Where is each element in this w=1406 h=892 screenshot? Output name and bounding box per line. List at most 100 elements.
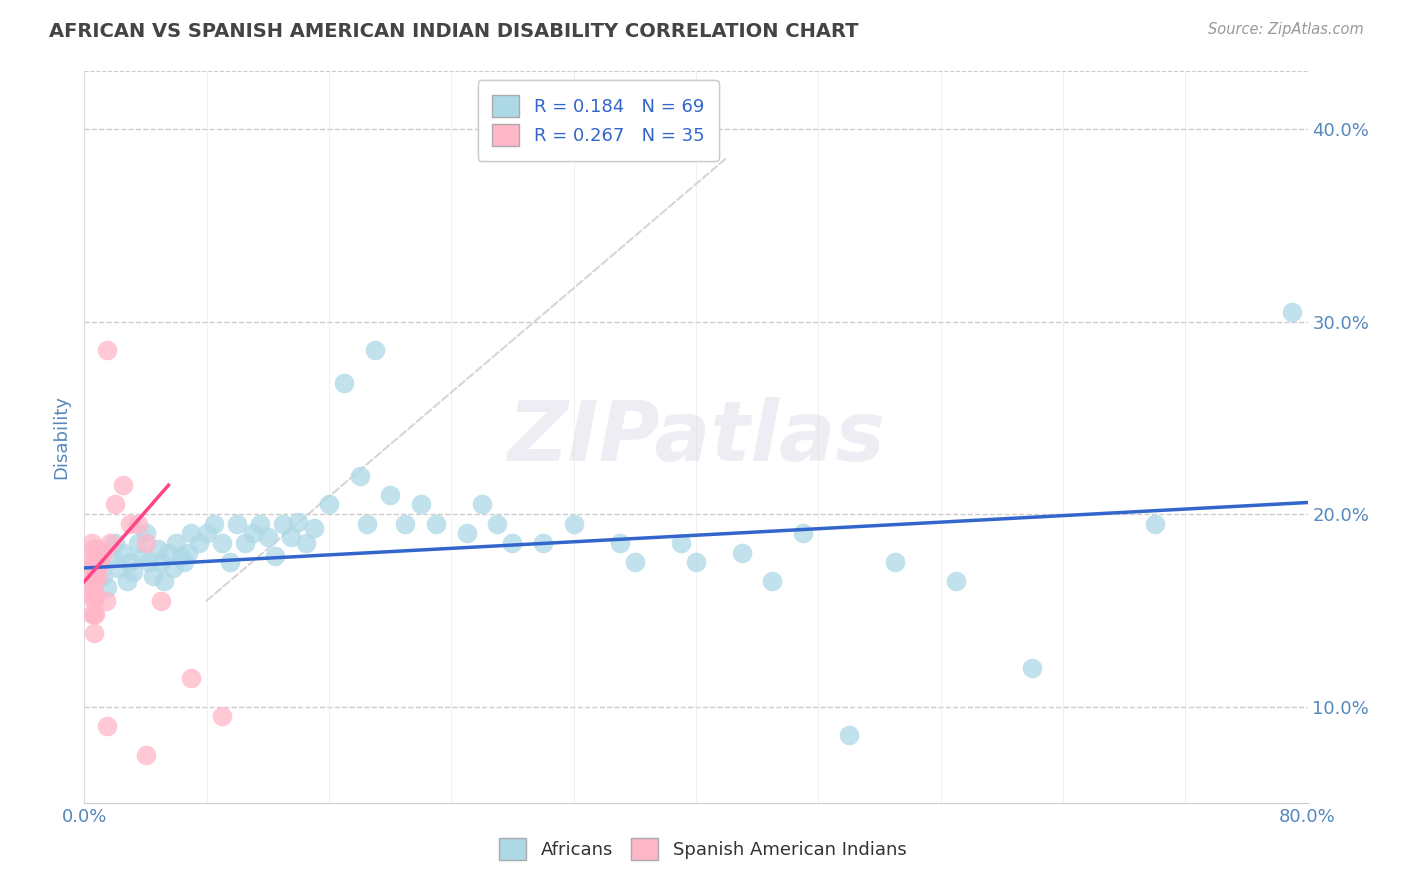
Point [624, 555, 647, 569]
Point [562, 516, 585, 531]
Point [380, 488, 402, 502]
Point [104, 536, 127, 550]
Text: ZIPatlas: ZIPatlas [508, 397, 884, 477]
Point [165, 536, 187, 550]
Point [83, 626, 105, 640]
Point [84, 568, 107, 582]
Point [84, 555, 107, 569]
Point [177, 545, 200, 559]
Point [80, 536, 103, 550]
Point [80, 588, 103, 602]
Point [249, 516, 271, 531]
Point [135, 747, 157, 762]
Point [349, 468, 371, 483]
Point [731, 545, 754, 559]
Point [180, 671, 202, 685]
Point [120, 516, 142, 531]
Point [89, 555, 111, 569]
Point [120, 555, 142, 569]
Point [195, 526, 218, 541]
Point [127, 516, 149, 531]
Point [127, 536, 149, 550]
Point [531, 536, 554, 550]
Y-axis label: Disability: Disability [52, 395, 70, 479]
Point [173, 555, 195, 569]
Point [226, 516, 249, 531]
Point [83, 541, 105, 556]
Point [86, 561, 108, 575]
Point [333, 376, 356, 391]
Point [502, 536, 524, 550]
Point [83, 593, 105, 607]
Point [162, 561, 184, 575]
Point [233, 536, 256, 550]
Point [202, 516, 225, 531]
Point [1281, 305, 1303, 319]
Point [180, 526, 202, 541]
Point [115, 574, 138, 589]
Point [1021, 661, 1043, 675]
Point [945, 574, 967, 589]
Point [83, 568, 105, 582]
Point [153, 574, 176, 589]
Point [80, 574, 103, 589]
Point [131, 549, 153, 564]
Legend: Africans, Spanish American Indians: Africans, Spanish American Indians [485, 823, 921, 874]
Point [761, 574, 783, 589]
Point [83, 580, 105, 594]
Point [101, 549, 124, 564]
Point [96, 343, 118, 358]
Point [271, 516, 294, 531]
Point [135, 536, 157, 550]
Point [122, 565, 145, 579]
Text: AFRICAN VS SPANISH AMERICAN INDIAN DISABILITY CORRELATION CHART: AFRICAN VS SPANISH AMERICAN INDIAN DISAB… [49, 22, 859, 41]
Point [287, 515, 309, 529]
Point [83, 555, 105, 569]
Point [264, 549, 287, 564]
Point [318, 498, 340, 512]
Point [883, 555, 905, 569]
Point [170, 549, 193, 564]
Point [609, 536, 631, 550]
Point [471, 498, 494, 512]
Point [685, 555, 707, 569]
Point [409, 498, 432, 512]
Point [94, 593, 117, 607]
Point [149, 593, 172, 607]
Point [83, 607, 105, 622]
Point [486, 516, 509, 531]
Point [111, 478, 134, 492]
Point [86, 541, 108, 556]
Point [96, 719, 118, 733]
Point [80, 549, 103, 564]
Point [280, 530, 302, 544]
Point [295, 536, 318, 550]
Point [98, 536, 121, 550]
Point [211, 536, 233, 550]
Point [111, 545, 134, 559]
Text: Source: ZipAtlas.com: Source: ZipAtlas.com [1208, 22, 1364, 37]
Point [425, 516, 447, 531]
Point [96, 580, 118, 594]
Point [142, 568, 165, 582]
Point [394, 516, 416, 531]
Point [87, 568, 110, 582]
Point [104, 498, 127, 512]
Point [188, 536, 211, 550]
Point [107, 561, 129, 575]
Point [91, 568, 114, 582]
Point [242, 526, 264, 541]
Point [135, 526, 157, 541]
Point [211, 709, 233, 723]
Point [80, 607, 103, 622]
Point [456, 526, 478, 541]
Legend: R = 0.184   N = 69, R = 0.267   N = 35: R = 0.184 N = 69, R = 0.267 N = 35 [478, 80, 718, 161]
Point [80, 561, 103, 575]
Point [257, 530, 280, 544]
Point [792, 526, 814, 541]
Point [302, 520, 325, 534]
Point [157, 545, 180, 559]
Point [146, 541, 169, 556]
Point [89, 555, 111, 569]
Point [1143, 516, 1166, 531]
